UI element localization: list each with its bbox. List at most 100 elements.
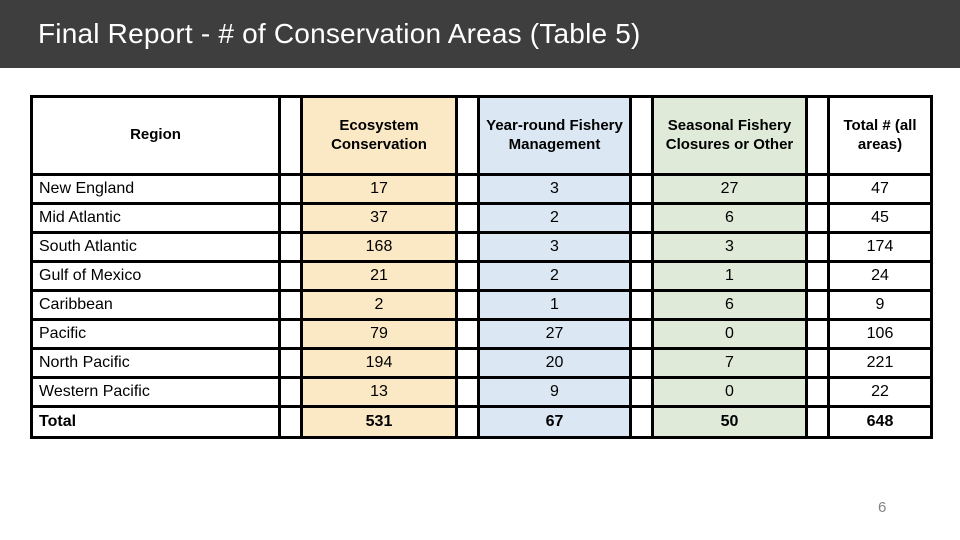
seasonal-cell: 6 <box>651 289 808 321</box>
region-cell: New England <box>30 173 281 205</box>
seasonal-cell: 1 <box>651 260 808 292</box>
spacer-cell <box>629 173 654 205</box>
table-total-row: Total 531 67 50 648 <box>30 405 933 439</box>
spacer-cell <box>805 347 830 379</box>
region-cell: Gulf of Mexico <box>30 260 281 292</box>
region-cell: Pacific <box>30 318 281 350</box>
spacer-cell <box>278 347 303 379</box>
spacer-cell <box>629 260 654 292</box>
total-seasonal-cell: 50 <box>651 405 808 439</box>
total-cell: 106 <box>827 318 933 350</box>
region-cell: Caribbean <box>30 289 281 321</box>
table-row: Caribbean 2 1 6 9 <box>30 289 933 321</box>
ecosystem-cell: 37 <box>300 202 458 234</box>
total-ecosystem-cell: 531 <box>300 405 458 439</box>
spacer-cell <box>278 405 303 439</box>
region-cell: South Atlantic <box>30 231 281 263</box>
total-region-cell: Total <box>30 405 281 439</box>
total-cell: 22 <box>827 376 933 408</box>
spacer-cell <box>629 405 654 439</box>
ecosystem-cell: 13 <box>300 376 458 408</box>
spacer-cell <box>278 231 303 263</box>
table-row: Gulf of Mexico 21 2 1 24 <box>30 260 933 292</box>
spacer-cell <box>805 376 830 408</box>
region-cell: Mid Atlantic <box>30 202 281 234</box>
table-header: Region Ecosystem Conservation Year-round F… <box>30 95 933 176</box>
yearround-cell: 1 <box>477 289 632 321</box>
spacer-cell <box>629 289 654 321</box>
spacer-cell <box>629 376 654 408</box>
total-cell: 9 <box>827 289 933 321</box>
table-header-row: Region Ecosystem Conservation Year-round F… <box>30 95 933 176</box>
column-header-total: Total # (all areas) <box>827 95 933 176</box>
spacer-cell <box>805 405 830 439</box>
seasonal-cell: 0 <box>651 376 808 408</box>
spacer-cell <box>629 318 654 350</box>
column-header-yearround: Year-round Fishery Management <box>477 95 632 176</box>
yearround-cell: 3 <box>477 231 632 263</box>
yearround-cell: 2 <box>477 202 632 234</box>
spacer-cell <box>629 347 654 379</box>
spacer-cell <box>278 95 303 176</box>
spacer-cell <box>805 260 830 292</box>
seasonal-cell: 7 <box>651 347 808 379</box>
spacer-cell <box>455 405 480 439</box>
spacer-cell <box>455 202 480 234</box>
spacer-cell <box>278 173 303 205</box>
spacer-cell <box>278 202 303 234</box>
spacer-cell <box>805 202 830 234</box>
spacer-cell <box>455 347 480 379</box>
seasonal-cell: 6 <box>651 202 808 234</box>
spacer-cell <box>455 376 480 408</box>
column-header-ecosystem: Ecosystem Conservation <box>300 95 458 176</box>
region-cell: Western Pacific <box>30 376 281 408</box>
spacer-cell <box>455 231 480 263</box>
total-total-cell: 648 <box>827 405 933 439</box>
yearround-cell: 20 <box>477 347 632 379</box>
spacer-cell <box>629 202 654 234</box>
ecosystem-cell: 194 <box>300 347 458 379</box>
seasonal-cell: 0 <box>651 318 808 350</box>
total-cell: 45 <box>827 202 933 234</box>
table-body: New England 17 3 27 47 Mid Atlantic 37 2 6 45 Sout… <box>30 173 933 439</box>
yearround-cell: 27 <box>477 318 632 350</box>
ecosystem-cell: 2 <box>300 289 458 321</box>
ecosystem-cell: 17 <box>300 173 458 205</box>
spacer-cell <box>278 376 303 408</box>
table-row: New England 17 3 27 47 <box>30 173 933 205</box>
spacer-cell <box>278 260 303 292</box>
spacer-cell <box>805 318 830 350</box>
table-row: Western Pacific 13 9 0 22 <box>30 376 933 408</box>
column-header-region: Region <box>30 95 281 176</box>
spacer-cell <box>455 260 480 292</box>
spacer-cell <box>805 289 830 321</box>
title-bar: Final Report - # of Conservation Areas (… <box>0 0 960 68</box>
total-cell: 174 <box>827 231 933 263</box>
yearround-cell: 9 <box>477 376 632 408</box>
spacer-cell <box>805 95 830 176</box>
spacer-cell <box>629 95 654 176</box>
table-row: North Pacific 194 20 7 221 <box>30 347 933 379</box>
yearround-cell: 2 <box>477 260 632 292</box>
total-cell: 47 <box>827 173 933 205</box>
column-header-seasonal: Seasonal Fishery Closures or Other <box>651 95 808 176</box>
yearround-cell: 3 <box>477 173 632 205</box>
spacer-cell <box>805 231 830 263</box>
spacer-cell <box>629 231 654 263</box>
region-cell: North Pacific <box>30 347 281 379</box>
table-row: Mid Atlantic 37 2 6 45 <box>30 202 933 234</box>
seasonal-cell: 3 <box>651 231 808 263</box>
spacer-cell <box>805 173 830 205</box>
total-yearround-cell: 67 <box>477 405 632 439</box>
table-row: Pacific 79 27 0 106 <box>30 318 933 350</box>
total-cell: 221 <box>827 347 933 379</box>
seasonal-cell: 27 <box>651 173 808 205</box>
slide-title: Final Report - # of Conservation Areas (… <box>38 18 641 49</box>
ecosystem-cell: 168 <box>300 231 458 263</box>
ecosystem-cell: 21 <box>300 260 458 292</box>
conservation-areas-table: Region Ecosystem Conservation Year-round F… <box>30 95 933 439</box>
spacer-cell <box>455 289 480 321</box>
spacer-cell <box>455 318 480 350</box>
spacer-cell <box>455 95 480 176</box>
table-row: South Atlantic 168 3 3 174 <box>30 231 933 263</box>
